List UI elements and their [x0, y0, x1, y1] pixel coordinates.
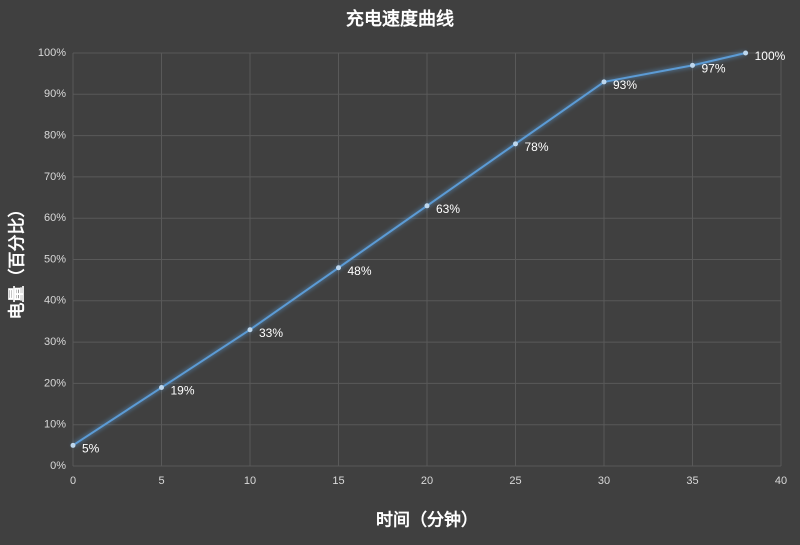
chart-title: 充电速度曲线: [346, 8, 454, 29]
data-label: 5%: [82, 442, 100, 456]
y-axis-title: 电量（百分比）: [6, 201, 26, 320]
y-tick-label: 40%: [44, 295, 66, 307]
x-tick-label: 15: [332, 475, 344, 487]
data-label: 100%: [755, 49, 786, 63]
y-tick-label: 10%: [44, 419, 66, 431]
data-point: [743, 50, 749, 56]
x-tick-label: 30: [598, 475, 610, 487]
y-tick-label: 50%: [44, 253, 66, 265]
data-point: [690, 62, 695, 68]
y-tick-label: 80%: [44, 130, 66, 142]
y-tick-label: 100%: [38, 47, 66, 59]
data-label: 19%: [171, 384, 195, 398]
x-tick-label: 35: [686, 475, 698, 487]
x-tick-label: 25: [509, 475, 521, 487]
data-label: 93%: [613, 78, 637, 92]
data-point: [159, 385, 164, 391]
data-point: [70, 442, 76, 448]
data-point: [601, 79, 607, 85]
data-point: [247, 327, 253, 333]
y-tick-label: 0%: [50, 460, 66, 472]
x-tick-label: 40: [775, 475, 787, 487]
data-label: 63%: [436, 202, 460, 216]
data-label: 97%: [702, 62, 726, 76]
x-tick-label: 10: [244, 475, 256, 487]
data-point: [424, 203, 430, 209]
data-label: 78%: [525, 140, 549, 154]
x-tick-label: 20: [421, 475, 433, 487]
x-axis-title: 时间（分钟）: [376, 509, 478, 529]
y-tick-label: 90%: [44, 88, 66, 100]
x-tick-label: 0: [70, 475, 76, 487]
data-point: [336, 265, 341, 271]
x-tick-label: 5: [158, 475, 164, 487]
y-tick-label: 20%: [44, 377, 66, 389]
y-tick-label: 30%: [44, 336, 66, 348]
y-tick-label: 60%: [44, 212, 66, 224]
data-point: [513, 141, 518, 147]
data-label: 48%: [348, 264, 372, 278]
y-tick-label: 70%: [44, 171, 66, 183]
data-label: 33%: [259, 326, 283, 340]
